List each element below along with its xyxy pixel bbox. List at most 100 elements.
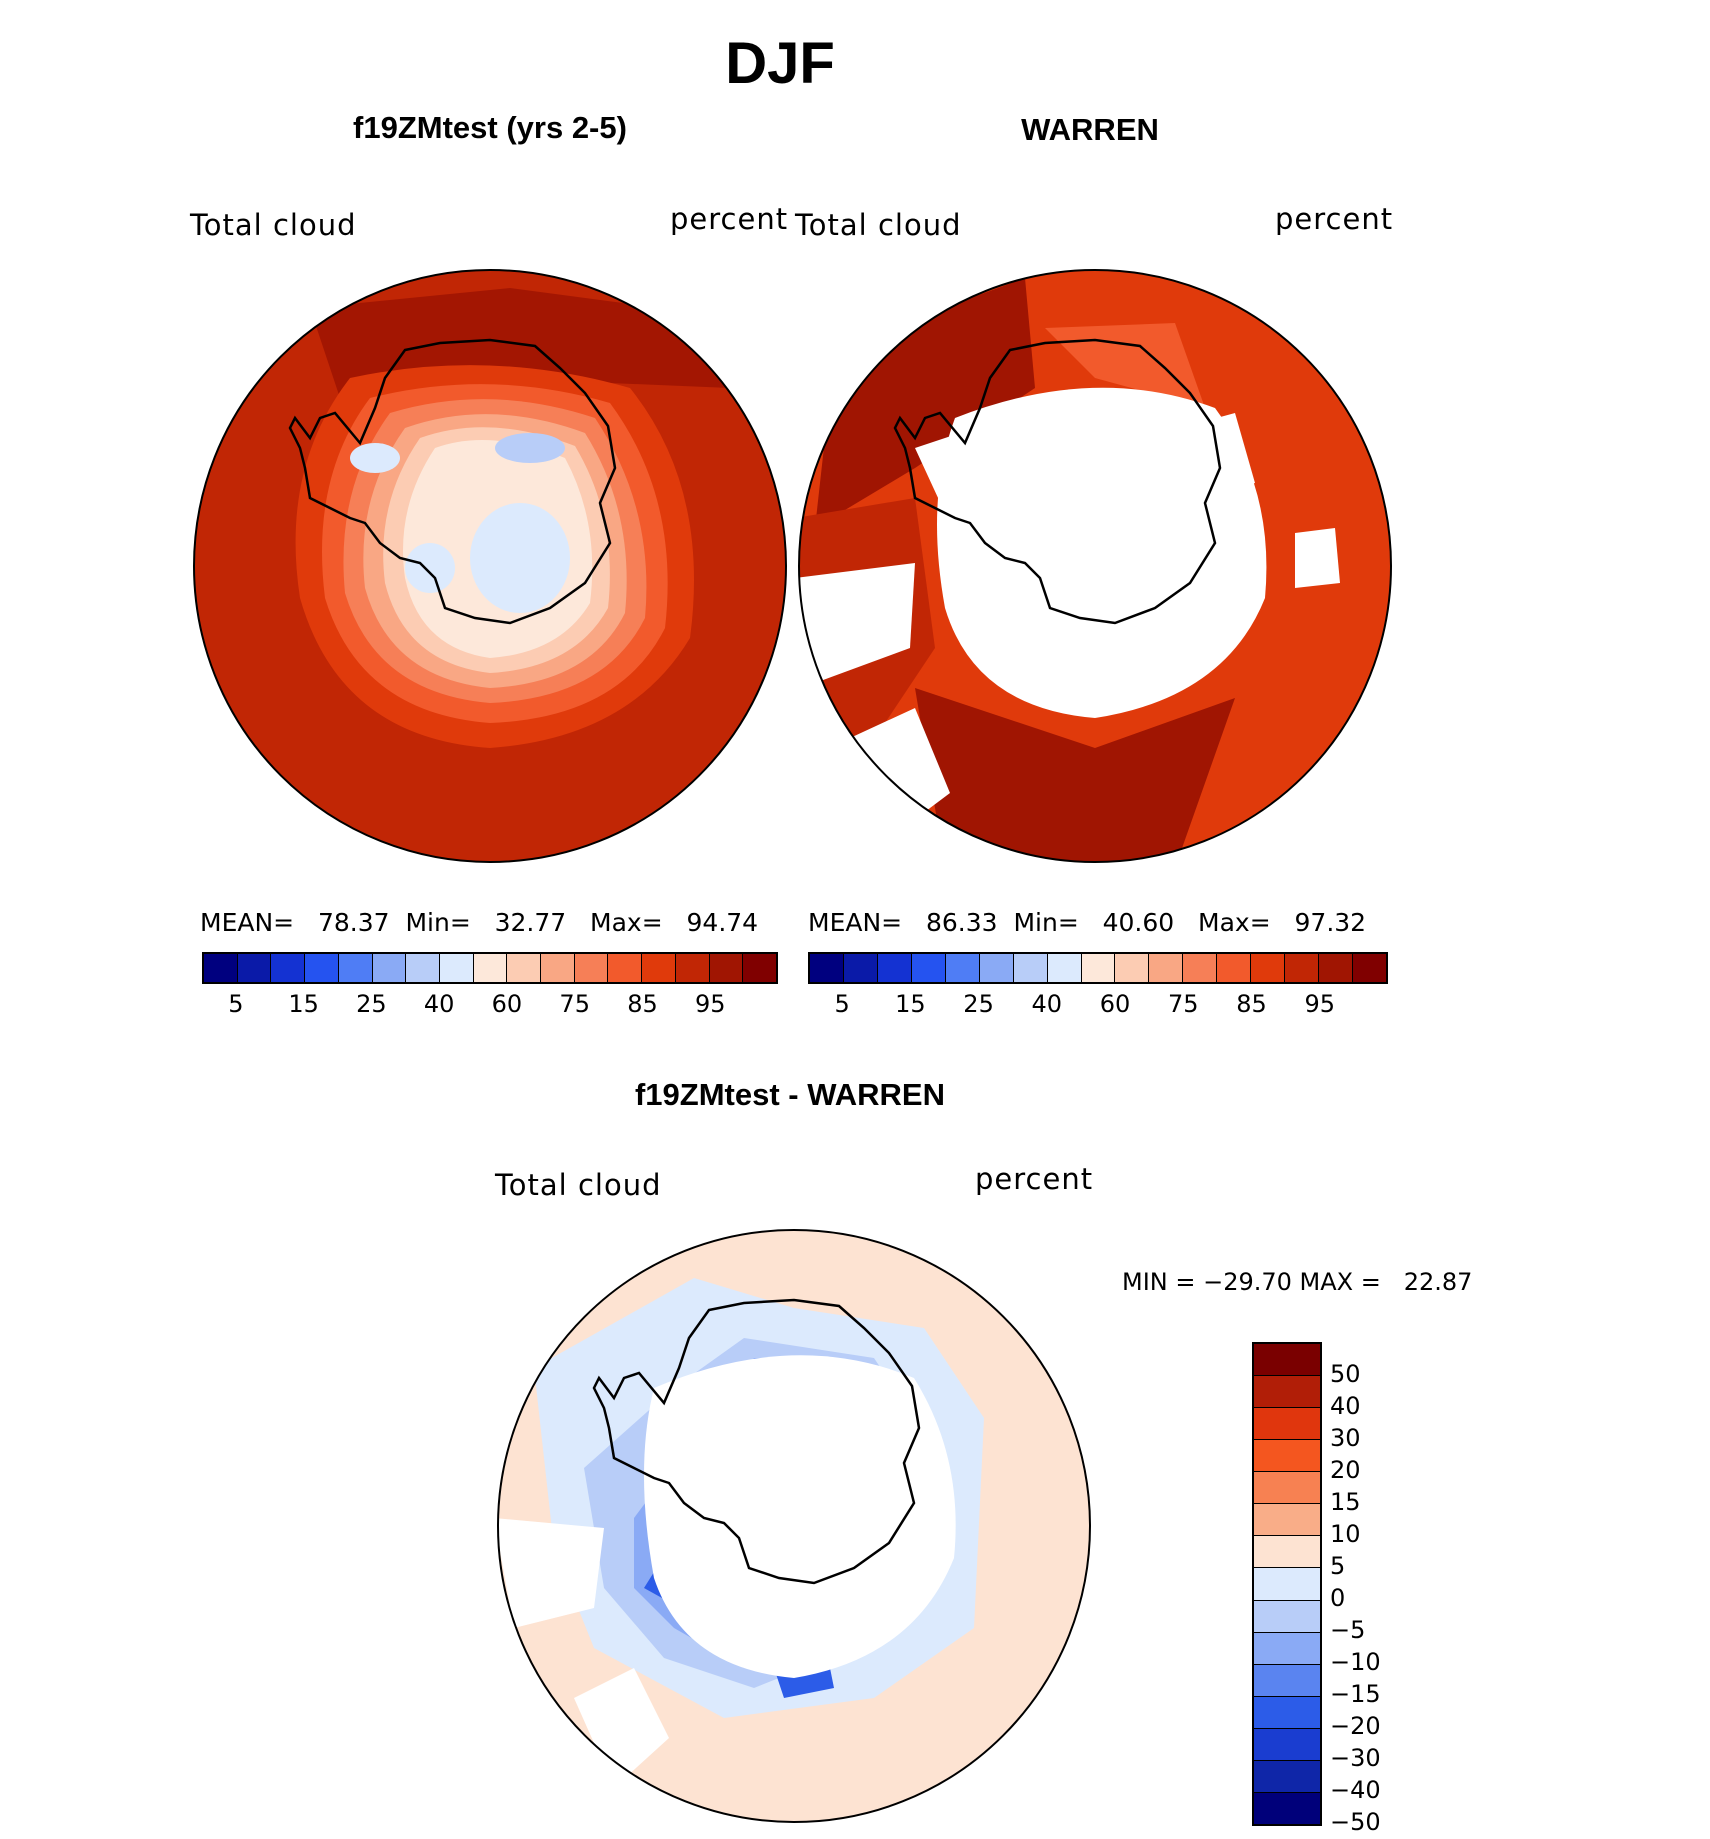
colorbar-swatch	[237, 954, 272, 982]
panel-label-left-model: Total cloud	[190, 208, 357, 242]
diff-minmax: MIN = −29.70 MAX = 22.87	[1122, 1268, 1473, 1296]
missing-block-5	[1295, 528, 1340, 588]
colorbar-diff	[1252, 1342, 1322, 1826]
panel-label-right-obs: percent	[1275, 202, 1394, 236]
cbar-tick: 0	[1330, 1584, 1346, 1612]
stat-max-value: 97.32	[1294, 908, 1367, 937]
colorbar-swatch	[1254, 1408, 1320, 1441]
colorbar-swatch	[1149, 954, 1184, 982]
colorbar-swatch	[1254, 1504, 1320, 1537]
cbar-tick: 40	[1031, 990, 1063, 1018]
cbar-tick: 20	[1330, 1456, 1361, 1484]
cbar-tick: −15	[1330, 1680, 1381, 1708]
diff-title: f19ZMtest - WARREN	[634, 1077, 945, 1112]
colorbar-swatch	[1254, 1600, 1320, 1633]
stat-min-label: Min=	[405, 908, 471, 937]
colorbar-swatch	[574, 954, 609, 982]
cbar-tick: 15	[1330, 1488, 1361, 1516]
stat-max-label: Max=	[590, 908, 663, 937]
colorbar-swatch	[675, 954, 710, 982]
cbar-tick: 95	[694, 990, 726, 1018]
stat-mean-value: 78.37	[317, 908, 390, 937]
colorbar-ticks-model: 5 15 25 40 60 75 85 95	[202, 990, 778, 1020]
colorbar-swatch	[843, 954, 878, 982]
colorbar-swatch	[945, 954, 980, 982]
cbar-tick: 40	[423, 990, 455, 1018]
colorbar-swatch	[1254, 1696, 1320, 1729]
colorbar-swatch	[507, 954, 542, 982]
cbar-tick: −40	[1330, 1776, 1381, 1804]
cbar-tick: −20	[1330, 1712, 1381, 1740]
colorbar-swatch	[709, 954, 744, 982]
field-low-3	[350, 443, 400, 473]
colorbar-swatch	[1047, 954, 1082, 982]
colorbar-swatch	[1254, 1440, 1320, 1473]
stat-max-value: 94.74	[686, 908, 759, 937]
cbar-tick: 5	[228, 990, 244, 1018]
colorbar-swatch	[979, 954, 1014, 982]
stat-mean-label: MEAN=	[200, 908, 295, 937]
field-low-1	[495, 433, 565, 463]
stat-min-value: 40.60	[1102, 908, 1175, 937]
colorbar-swatch	[1217, 954, 1252, 982]
colorbar-swatch	[1353, 954, 1386, 982]
colorbar-swatch	[1319, 954, 1353, 982]
map-obs	[798, 269, 1392, 863]
cbar-tick: 5	[834, 990, 850, 1018]
missing-block-1	[799, 563, 915, 683]
cbar-tick: 25	[963, 990, 994, 1018]
stat-mean-value: 86.33	[925, 908, 998, 937]
cbar-tick: −50	[1330, 1808, 1381, 1836]
field-patch-dark-2	[915, 688, 1235, 862]
field-missing-interior	[644, 1355, 956, 1678]
cbar-tick: 5	[1330, 1552, 1346, 1580]
colorbar-swatch	[1254, 1728, 1320, 1761]
colorbar-swatch	[743, 954, 776, 982]
cbar-tick: 25	[356, 990, 387, 1018]
colorbar-swatch	[1254, 1568, 1320, 1601]
colorbar-swatch	[1115, 954, 1150, 982]
colorbar-swatch	[1254, 1792, 1320, 1824]
cbar-tick: −5	[1330, 1616, 1366, 1644]
colorbar-swatch	[1254, 1760, 1320, 1793]
cbar-tick: 15	[288, 990, 319, 1018]
cbar-tick: 95	[1304, 990, 1336, 1018]
colorbar-swatch	[642, 954, 676, 982]
cbar-tick: 75	[559, 990, 590, 1018]
colorbar-swatch	[1254, 1376, 1320, 1409]
panel-title-model: f19ZMtest (yrs 2-5)	[353, 110, 627, 145]
colorbar-swatch	[473, 954, 508, 982]
colorbar-swatch	[204, 954, 238, 982]
cbar-tick: 30	[1330, 1424, 1361, 1452]
cbar-tick: 15	[895, 990, 926, 1018]
map-diff	[497, 1229, 1091, 1823]
stat-min-label: Min=	[1013, 908, 1079, 937]
colorbar-swatch	[911, 954, 946, 982]
stat-min-value: 32.77	[494, 908, 567, 937]
colorbar-swatch	[338, 954, 373, 982]
colorbar-swatch	[1254, 1536, 1320, 1569]
map-model	[193, 269, 787, 863]
coastline	[592, 1298, 921, 1585]
colorbar-swatch	[305, 954, 339, 982]
map-border	[193, 269, 787, 863]
colorbar-swatch	[1254, 1344, 1320, 1377]
diff-label-right: percent	[975, 1162, 1094, 1196]
cbar-tick: 85	[627, 990, 658, 1018]
cbar-tick: 10	[1330, 1520, 1361, 1548]
stats-obs: MEAN= 86.33 Min= 40.60 Max= 97.32	[808, 908, 1366, 937]
panel-label-right-model: percent	[670, 202, 789, 236]
colorbar-ticks-obs: 5 15 25 40 60 75 85 95	[808, 990, 1388, 1020]
colorbar-swatch	[1285, 954, 1320, 982]
field-low-2	[470, 503, 570, 613]
colorbar-swatch	[439, 954, 474, 982]
colorbar-swatch	[372, 954, 407, 982]
missing-block-2	[574, 1668, 669, 1788]
field-patch-light	[1045, 323, 1205, 408]
field-missing-interior	[937, 387, 1267, 718]
colorbar-swatch	[541, 954, 575, 982]
cbar-tick: 60	[1099, 990, 1131, 1018]
panel-title-obs: WARREN	[1021, 112, 1159, 147]
stat-mean-label: MEAN=	[808, 908, 903, 937]
colorbar-swatch	[271, 954, 306, 982]
